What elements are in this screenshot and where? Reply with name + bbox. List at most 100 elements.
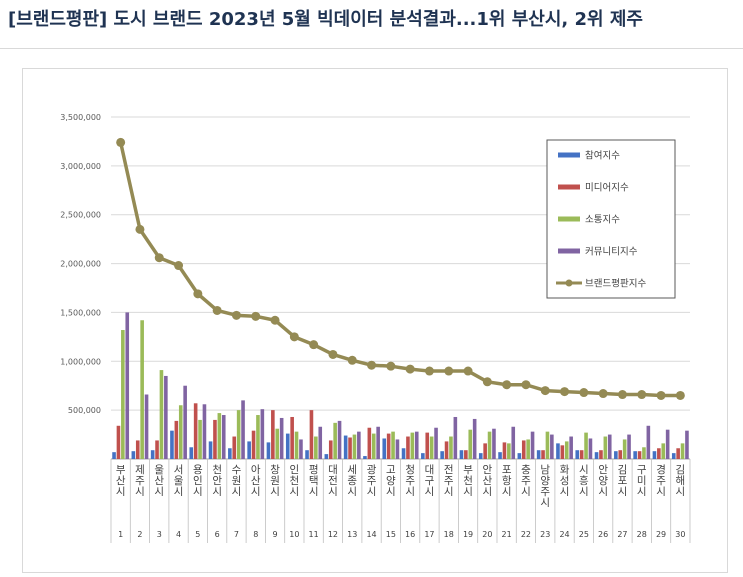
line-point [154, 253, 164, 263]
bar [314, 436, 318, 459]
bar [618, 450, 623, 459]
bar [247, 441, 251, 459]
bar [178, 405, 183, 459]
bar [498, 452, 502, 459]
rank-label: 12 [328, 530, 338, 539]
y-tick-label: 1,500,000 [60, 308, 101, 317]
rank-label: 10 [289, 530, 299, 539]
bar [135, 440, 140, 459]
bar [155, 440, 159, 459]
line-point [675, 390, 685, 400]
rank-label: 21 [502, 530, 512, 539]
bar [594, 452, 599, 459]
bar [665, 429, 670, 459]
bar [208, 441, 213, 459]
bar [564, 441, 569, 459]
bar [414, 431, 419, 459]
bar [266, 442, 271, 459]
rank-label: 5 [195, 530, 200, 539]
line-point [367, 360, 377, 370]
headline: [브랜드평판] 도시 브랜드 2023년 5월 빅데이터 분석결과...1위 부… [8, 9, 643, 30]
bar [425, 432, 430, 459]
line-point [560, 387, 570, 397]
bar [221, 415, 226, 459]
legend-swatch [558, 184, 580, 190]
bar [371, 433, 376, 459]
y-tick-label: 2,000,000 [60, 260, 101, 269]
line-point [405, 364, 415, 374]
bar [363, 456, 367, 459]
bar [410, 432, 415, 459]
bar [294, 431, 299, 459]
bar [569, 436, 573, 459]
bar [507, 443, 511, 459]
bar [367, 427, 372, 459]
bar [560, 445, 565, 459]
bar [661, 443, 666, 459]
bar [164, 375, 168, 459]
bar [285, 433, 290, 459]
bar [271, 410, 275, 459]
rank-label: 4 [176, 530, 181, 539]
rank-label: 15 [386, 530, 396, 539]
line-point [193, 289, 203, 299]
bar [260, 409, 265, 459]
bar [348, 437, 352, 459]
legend-label: 참여지수 [585, 150, 620, 162]
bar [386, 433, 391, 459]
bar [517, 453, 522, 459]
bar [478, 453, 483, 459]
bar [150, 450, 155, 459]
legend-label: 미디어지수 [585, 183, 629, 194]
bar [541, 450, 545, 459]
bar [193, 403, 198, 459]
bar [174, 420, 179, 459]
x-axis: 부 산 시 1 제 주 시 2 울 산 시 3 서 울 시 4 용 인 시 5 천 안 시 6 수 원 시 7 아 산 시 8 창 원 시 9 인 천 시 1… [110, 459, 691, 543]
line-point [540, 386, 550, 396]
rank-label: 23 [540, 530, 550, 539]
y-tick-label: 3,000,000 [60, 162, 101, 171]
bar [614, 451, 618, 459]
legend-label: 커뮤니티지수 [585, 247, 638, 258]
bar [464, 450, 468, 459]
y-axis: 500,000 1,000,000 1,500,000 2,000,000 2,500,… [60, 113, 101, 415]
rank-label: 1 [118, 530, 123, 539]
bar [536, 450, 541, 459]
line-point [309, 340, 319, 350]
bar [421, 453, 425, 459]
bar [391, 431, 395, 459]
bar [646, 425, 651, 459]
bar [357, 431, 361, 459]
line-point [637, 390, 647, 400]
rank-label: 3 [157, 530, 162, 539]
rank-label: 28 [637, 530, 647, 539]
bar [290, 416, 294, 459]
line-point [444, 366, 454, 376]
bar [622, 439, 627, 459]
rank-label: 24 [559, 530, 569, 539]
bar [159, 370, 164, 459]
bar [170, 430, 174, 459]
y-tick-label: 2,500,000 [60, 211, 101, 220]
bar [556, 443, 560, 459]
rank-label: 27 [617, 530, 627, 539]
bar [676, 448, 680, 459]
legend-label: 브랜드평판지수 [585, 279, 646, 290]
bar [550, 434, 554, 459]
bar [125, 312, 130, 459]
bar [337, 420, 342, 459]
line-point [617, 390, 627, 400]
